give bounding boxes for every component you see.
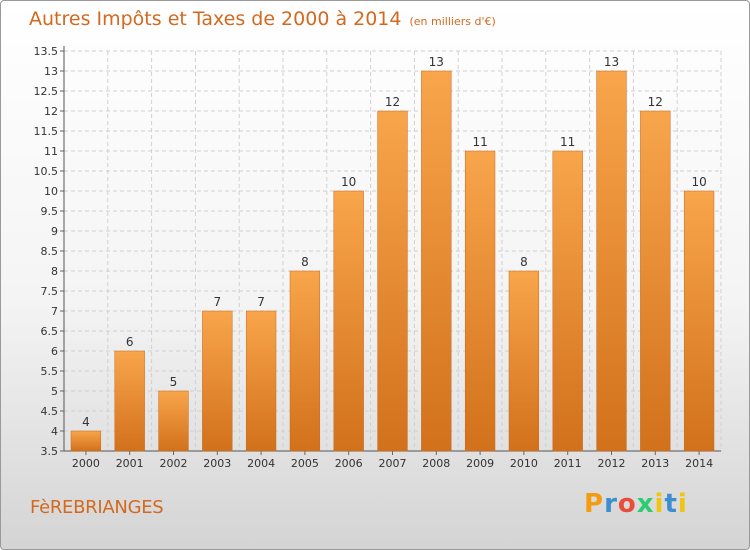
x-tick-label: 2011 [554,457,582,470]
chart-title-text: Autres Impôts et Taxes de 2000 à 2014 [29,8,402,30]
x-tick-label: 2003 [203,457,231,470]
y-tick-label: 9.5 [41,205,59,218]
y-tick-label: 9 [51,225,58,238]
bar [552,150,583,452]
y-tick-label: 10 [44,185,58,198]
x-tick-label: 2010 [510,457,538,470]
x-tick-label: 2012 [598,457,626,470]
bar [683,190,715,452]
proxiti-logo: Proxiti [584,489,688,519]
y-tick-label: 11.5 [34,125,59,138]
bar [508,270,540,452]
y-tick-label: 5 [51,385,58,398]
bar [464,150,496,452]
bar [70,430,102,452]
x-tick-label: 2014 [685,457,713,470]
bar [596,70,627,452]
bar [421,70,452,452]
y-tick-label: 4 [51,425,58,438]
x-tick-label: 2006 [335,457,363,470]
chart-unit: (en milliers d'€) [409,15,496,28]
x-tick-label: 2013 [641,457,669,470]
x-tick-label: 2001 [116,457,144,470]
bar [377,110,408,452]
value-label: 7 [213,295,221,309]
x-tick-label: 2000 [72,457,100,470]
y-tick-label: 13.5 [34,45,59,58]
value-label: 4 [82,415,90,429]
bar [289,270,321,452]
y-tick-label: 8.5 [41,245,59,258]
bar [202,310,233,452]
value-label: 8 [520,255,528,269]
y-tick-label: 10.5 [34,165,59,178]
bar [333,190,364,452]
bar [640,110,671,452]
value-label: 8 [301,255,309,269]
value-label: 10 [341,175,356,189]
value-label: 13 [429,55,444,69]
chart-title: Autres Impôts et Taxes de 2000 à 2014 (en… [29,8,496,30]
value-label: 11 [472,135,487,149]
x-tick-label: 2008 [422,457,450,470]
x-tick-label: 2002 [160,457,188,470]
value-label: 5 [170,375,178,389]
x-tick-label: 2005 [291,457,319,470]
data-labels: 4 6 5 7 7 8 10 12 13 11 8 11 13 12 10 [82,55,707,429]
x-tick-label: 2009 [466,457,494,470]
value-label: 12 [648,95,663,109]
y-tick-label: 6 [51,345,58,358]
value-label: 10 [691,175,706,189]
y-tick-label: 12 [44,105,58,118]
x-tick-label: 2004 [247,457,275,470]
y-tick-label: 4.5 [41,405,59,418]
value-label: 7 [257,295,265,309]
bar [158,390,189,452]
value-label: 12 [385,95,400,109]
bar [245,310,277,452]
y-tick-label: 11 [44,145,58,158]
bars [70,70,715,452]
bar [114,350,145,452]
x-tick-label: 2007 [379,457,407,470]
commune-name: FèREBRIANGES [30,497,164,518]
y-tick-label: 7.5 [41,285,59,298]
y-tick-label: 8 [51,265,58,278]
value-label: 6 [126,335,134,349]
value-label: 11 [560,135,575,149]
y-tick-label: 3.5 [41,445,59,458]
y-tick-label: 7 [51,305,58,318]
y-tick-label: 13 [44,65,58,78]
y-tick-label: 6.5 [41,325,59,338]
y-tick-label: 12.5 [34,85,59,98]
value-label: 13 [604,55,619,69]
y-tick-label: 5.5 [41,365,59,378]
